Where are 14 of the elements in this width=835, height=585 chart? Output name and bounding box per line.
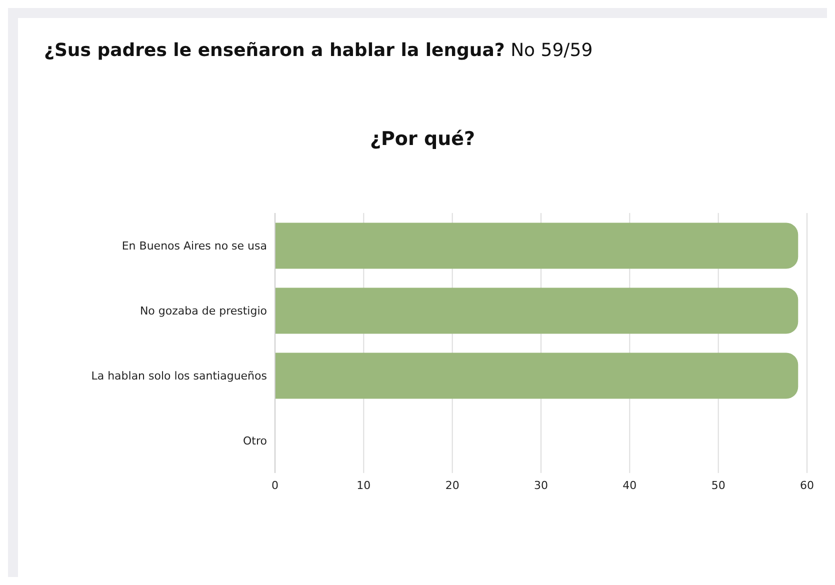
y-tick-label: La hablan solo los santiagueños: [91, 369, 268, 382]
x-tick-label: 30: [534, 478, 548, 492]
text: ¿Sus padres le enseñaron a hablar la lengua?: [44, 40, 505, 61]
x-tick-label: 10: [356, 478, 371, 492]
chart-title: ¿Por qué?: [368, 128, 476, 150]
x-tick-label: 50: [711, 478, 726, 492]
y-tick-label: No gozaba de prestigio: [140, 304, 268, 318]
x-tick-label: 60: [800, 478, 814, 492]
y-tick-label: En Buenos Aires no se usa: [122, 239, 267, 252]
x-tick-label: 20: [445, 478, 460, 492]
text: No 59/59: [510, 40, 593, 61]
y-tick-label: Otro: [243, 434, 268, 448]
x-tick-label: 0: [272, 478, 278, 492]
x-tick-label: 40: [622, 478, 637, 492]
